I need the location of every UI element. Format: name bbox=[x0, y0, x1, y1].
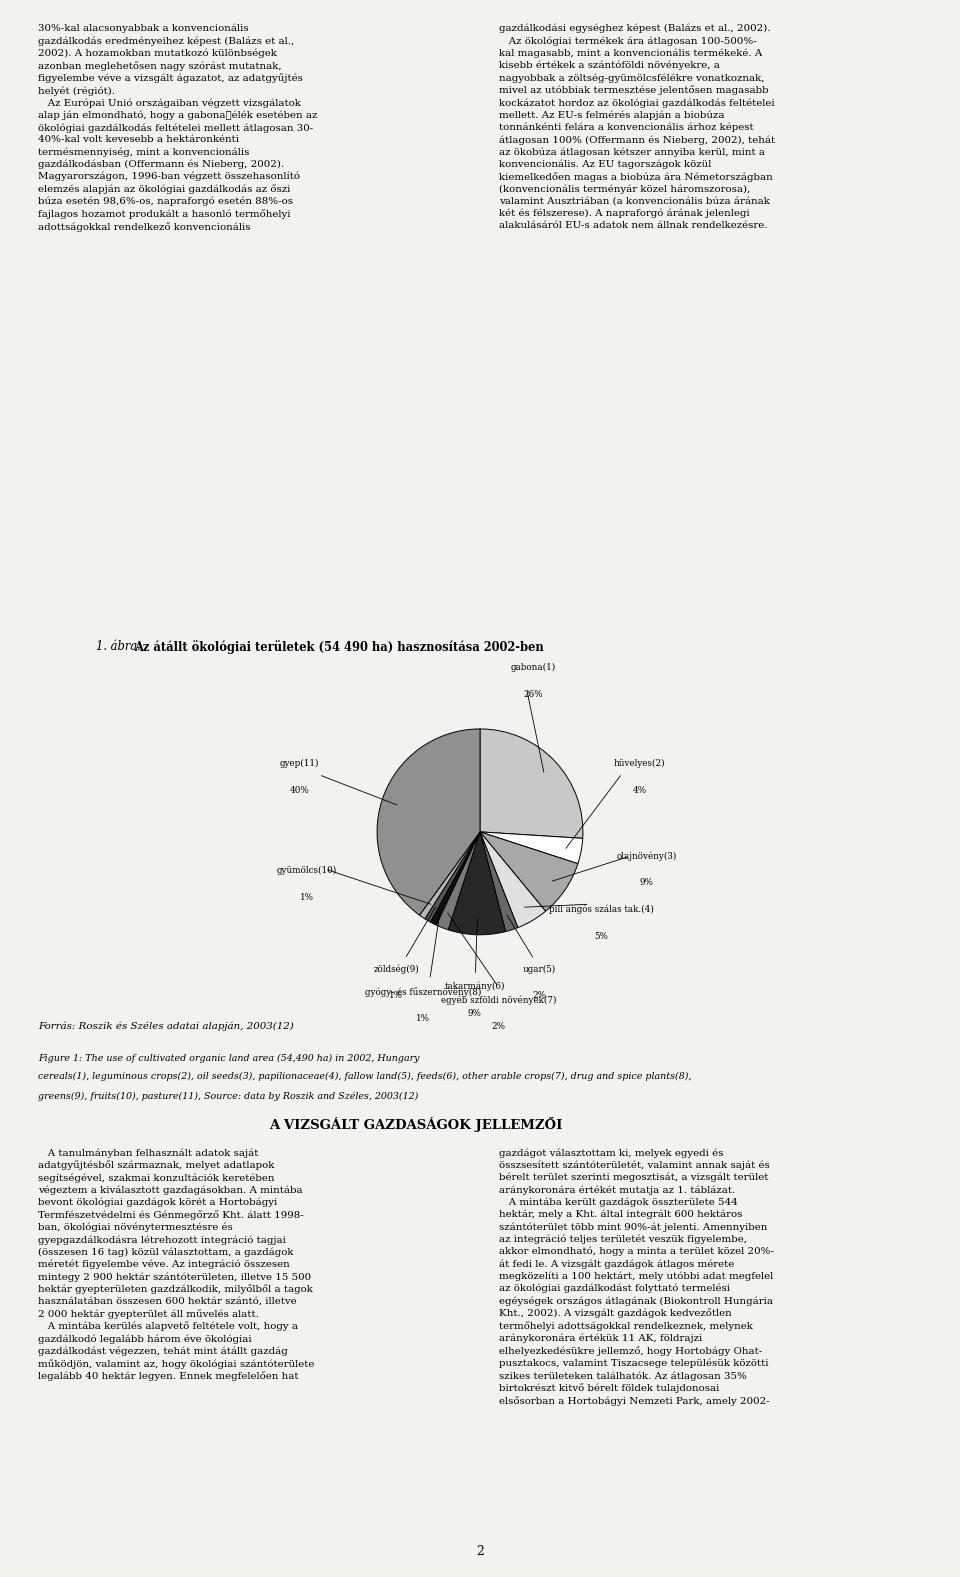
Text: gazdágot választottam ki, melyek egyedi és
összsesített szántóterületét, valamin: gazdágot választottam ki, melyek egyedi … bbox=[499, 1148, 774, 1407]
Text: gyümölcs(10): gyümölcs(10) bbox=[276, 866, 337, 875]
Wedge shape bbox=[480, 833, 517, 932]
Text: gyógy- és fűszernövény(8): gyógy- és fűszernövény(8) bbox=[365, 987, 482, 997]
Text: 1%: 1% bbox=[389, 990, 403, 1000]
Text: gyep(11): gyep(11) bbox=[280, 759, 320, 768]
Wedge shape bbox=[425, 833, 480, 923]
Wedge shape bbox=[448, 833, 506, 935]
Text: 9%: 9% bbox=[468, 1009, 482, 1017]
Text: 2: 2 bbox=[476, 1545, 484, 1558]
Wedge shape bbox=[430, 833, 480, 926]
Wedge shape bbox=[377, 729, 480, 915]
Text: ugar(5): ugar(5) bbox=[523, 965, 557, 975]
Text: 2%: 2% bbox=[492, 1022, 506, 1031]
Text: 4%: 4% bbox=[633, 785, 647, 795]
Text: olajnövény(3): olajnövény(3) bbox=[616, 852, 677, 861]
Text: cereals(1), leguminous crops(2), oil seeds(3), papilionaceae(4), fallow land(5),: cereals(1), leguminous crops(2), oil see… bbox=[38, 1072, 692, 1082]
Text: 1%: 1% bbox=[417, 1014, 430, 1023]
Wedge shape bbox=[480, 833, 578, 912]
Wedge shape bbox=[436, 833, 480, 930]
Text: 9%: 9% bbox=[639, 878, 654, 888]
Text: pill angós szálas tak.(4): pill angós szálas tak.(4) bbox=[549, 905, 654, 915]
Text: zöldség(9): zöldség(9) bbox=[373, 964, 419, 973]
Wedge shape bbox=[480, 833, 545, 927]
Text: 1. ábra:: 1. ábra: bbox=[96, 640, 145, 653]
Text: 2%: 2% bbox=[533, 992, 546, 1000]
Wedge shape bbox=[480, 729, 583, 839]
Text: gabona(1): gabona(1) bbox=[511, 664, 556, 672]
Text: 26%: 26% bbox=[524, 689, 543, 699]
Text: Forrás: Roszik és Széles adatai alapján, 2003(12): Forrás: Roszik és Széles adatai alapján,… bbox=[38, 1022, 294, 1031]
Text: egyéb szföldi növények(7): egyéb szföldi növények(7) bbox=[441, 995, 556, 1005]
Text: 5%: 5% bbox=[594, 932, 609, 941]
Text: hüvelyes(2): hüvelyes(2) bbox=[613, 759, 665, 768]
Text: 1%: 1% bbox=[300, 893, 314, 902]
Text: Az átállt ökológiai területek (54 490 ha) hasznosítása 2002-ben: Az átállt ökológiai területek (54 490 ha… bbox=[134, 640, 544, 654]
Text: A tanulmányban felhasznált adatok saját
adatgyűjtésből származnak, melyet adatla: A tanulmányban felhasznált adatok saját … bbox=[38, 1148, 315, 1381]
Text: 30%-kal alacsonyabbak a konvencionális
gazdálkodás eredményeihez képest (Balázs : 30%-kal alacsonyabbak a konvencionális g… bbox=[38, 24, 318, 232]
Wedge shape bbox=[480, 833, 583, 864]
Text: gazdálkodási egységhez képest (Balázs et al., 2002).
   Az ökológiai termékek ár: gazdálkodási egységhez képest (Balázs et… bbox=[499, 24, 776, 230]
Wedge shape bbox=[420, 833, 480, 919]
Text: greens(9), fruits(10), pasture(11), Source: data by Roszik and Széles, 2003(12): greens(9), fruits(10), pasture(11), Sour… bbox=[38, 1091, 419, 1101]
Text: 40%: 40% bbox=[290, 785, 310, 795]
Text: takarmány(6): takarmány(6) bbox=[444, 982, 505, 992]
Text: Figure 1: The use of cultivated organic land area (54,490 ha) in 2002, Hungary: Figure 1: The use of cultivated organic … bbox=[38, 1053, 420, 1063]
Text: A VIZSGÁLT GAZDASÁGOK JELLEMZŐI: A VIZSGÁLT GAZDASÁGOK JELLEMZŐI bbox=[269, 1117, 563, 1132]
